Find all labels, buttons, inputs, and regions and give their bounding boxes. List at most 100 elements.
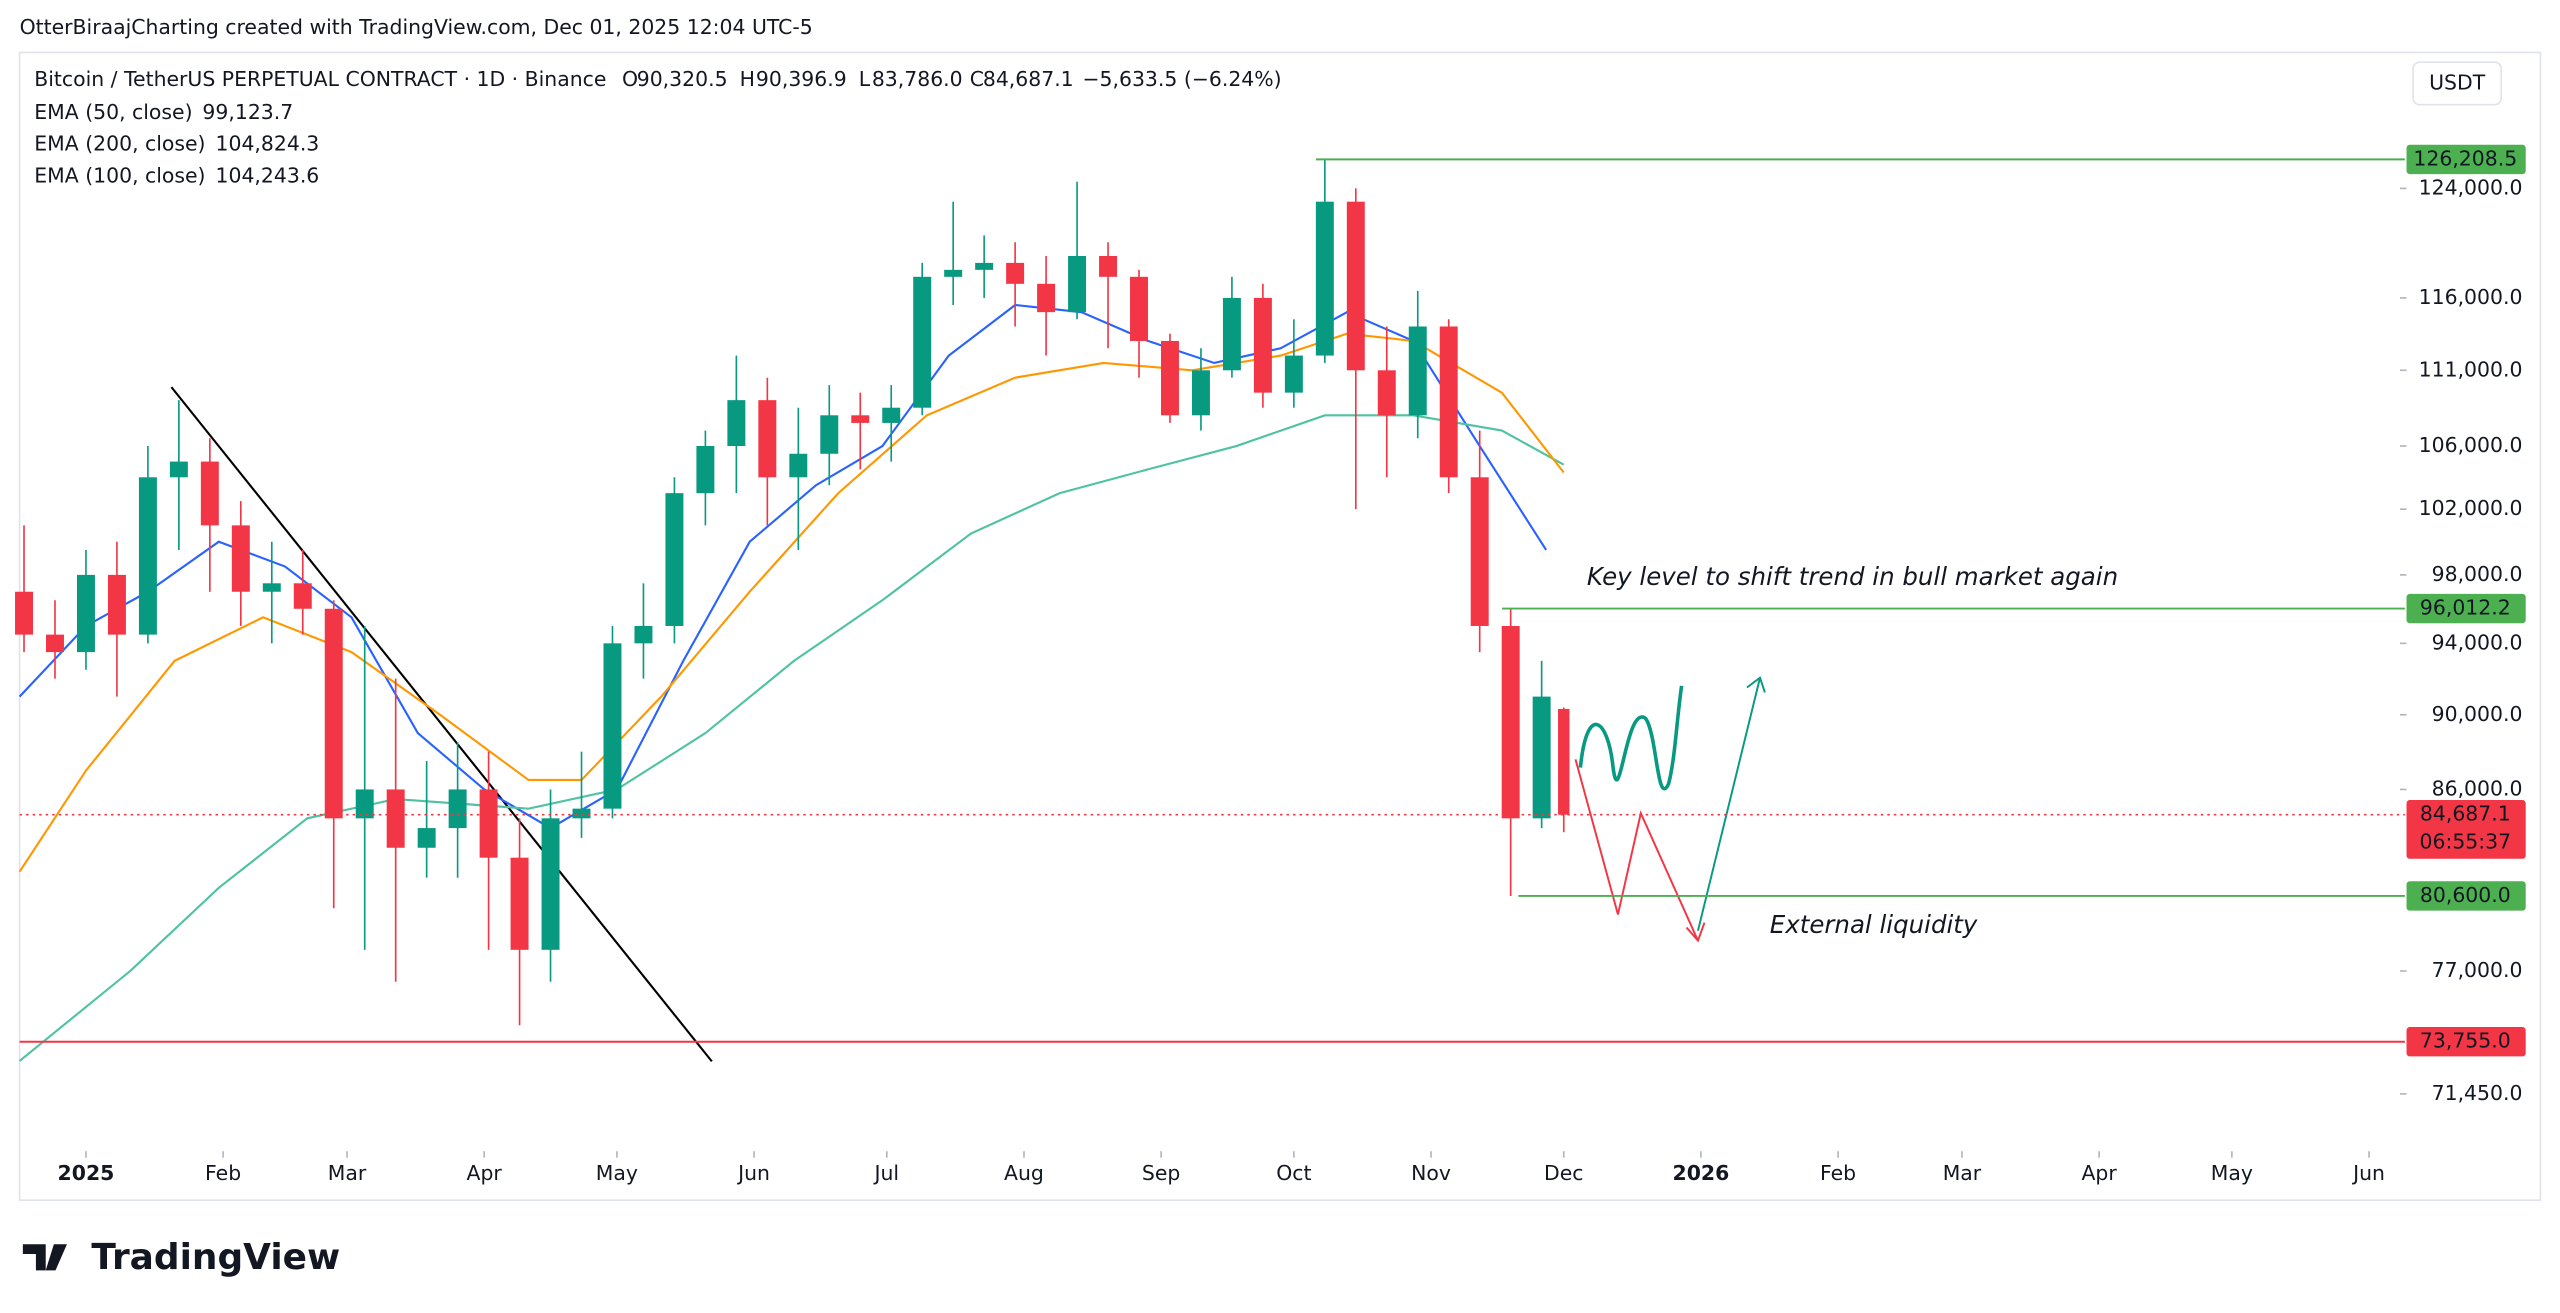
candle-body bbox=[1408, 326, 1427, 416]
candle-body bbox=[789, 453, 808, 478]
arrow-head bbox=[1685, 922, 1706, 943]
x-tick-label: Apr bbox=[2081, 1161, 2117, 1185]
candle-body bbox=[572, 808, 591, 819]
candle-body bbox=[293, 583, 312, 609]
currency: USDT bbox=[2429, 70, 2486, 94]
level-tag bbox=[2406, 1027, 2526, 1057]
y-tick-label: 94,000.0 bbox=[2432, 630, 2523, 654]
level-label: 73,755.0 bbox=[2420, 1029, 2511, 1053]
logo-mark bbox=[22, 1244, 67, 1271]
header-high: 90,396.9 bbox=[756, 67, 847, 91]
candle-body bbox=[1191, 370, 1210, 416]
candle-body bbox=[510, 857, 529, 950]
x-tick-label: 2026 bbox=[1673, 1161, 1730, 1185]
candle-body bbox=[1558, 708, 1570, 815]
x-tick-label: Jun bbox=[2351, 1161, 2385, 1185]
y-tick-label: 106,000.0 bbox=[2419, 433, 2523, 457]
annotation: Key level to shift trend in bull market … bbox=[1587, 562, 2118, 591]
candle-body bbox=[479, 789, 498, 858]
candle-body bbox=[665, 493, 684, 626]
header-h-label: H bbox=[740, 67, 755, 91]
currency-button[interactable] bbox=[2412, 61, 2503, 106]
candle-body bbox=[913, 276, 932, 408]
candle-body bbox=[76, 574, 95, 653]
candle-body bbox=[851, 415, 870, 423]
frame bbox=[18, 51, 2542, 1201]
projection-bear bbox=[1574, 759, 1699, 941]
level-tag bbox=[2406, 881, 2526, 911]
candle-body bbox=[1501, 625, 1520, 819]
candle-body bbox=[1346, 201, 1365, 371]
candle-body bbox=[696, 446, 715, 494]
legend-name: EMA (200, close) bbox=[34, 132, 205, 156]
x-tick-label: Feb bbox=[1820, 1161, 1856, 1185]
candle-body bbox=[1439, 326, 1458, 478]
header-change: −5,633.5 (−6.24%) bbox=[1082, 67, 1281, 91]
candle-body bbox=[727, 400, 746, 447]
header-c-label: C bbox=[970, 67, 984, 91]
x-tick-label: Dec bbox=[1544, 1161, 1583, 1185]
candle-body bbox=[386, 789, 405, 848]
candle-body bbox=[1160, 340, 1179, 416]
logo: TradingView bbox=[22, 1237, 340, 1278]
candle-body bbox=[541, 818, 560, 950]
x-tick-label: Nov bbox=[1411, 1161, 1451, 1185]
y-tick-label: 71,450.0 bbox=[2432, 1081, 2523, 1105]
x-tick-label: Aug bbox=[1004, 1161, 1044, 1185]
candle-body bbox=[169, 461, 188, 478]
candle-body bbox=[1099, 255, 1118, 277]
level-label: 126,208.5 bbox=[2413, 146, 2517, 170]
y-tick-label: 86,000.0 bbox=[2432, 776, 2523, 800]
legend-value: 99,123.7 bbox=[202, 100, 293, 124]
candle-body bbox=[417, 828, 436, 848]
legend-value: 104,243.6 bbox=[216, 164, 320, 188]
ema-line bbox=[18, 303, 1548, 830]
last-price-tag bbox=[2406, 800, 2526, 859]
x-tick-label: Sep bbox=[1142, 1161, 1180, 1185]
header-close: 84,687.1 bbox=[983, 67, 1074, 91]
candle-body bbox=[634, 625, 653, 644]
candle-body bbox=[1006, 262, 1025, 284]
x-tick-label: Apr bbox=[467, 1161, 503, 1185]
trendline bbox=[170, 386, 713, 1063]
candle-body bbox=[448, 789, 467, 829]
candle-body bbox=[975, 262, 994, 270]
x-tick-label: Jul bbox=[872, 1161, 899, 1185]
x-tick-label: May bbox=[2211, 1161, 2253, 1185]
candle-body bbox=[1253, 297, 1272, 393]
header-o-label: O bbox=[622, 67, 638, 91]
candle-body bbox=[603, 643, 622, 809]
candle-body bbox=[1377, 370, 1396, 416]
header-low: 83,786.0 bbox=[872, 67, 963, 91]
wave-sketch bbox=[1578, 685, 1684, 791]
legend-name: EMA (100, close) bbox=[34, 164, 205, 188]
level-label: 96,012.2 bbox=[2420, 596, 2511, 620]
last-price-label: 84,687.1 bbox=[2420, 802, 2511, 826]
level-label: 80,600.0 bbox=[2420, 883, 2511, 907]
candle-body bbox=[46, 634, 64, 653]
y-tick-label: 116,000.0 bbox=[2419, 285, 2523, 309]
candle-body bbox=[882, 407, 901, 423]
countdown: 06:55:37 bbox=[2420, 829, 2512, 853]
projection-bull bbox=[1697, 677, 1761, 932]
candle-body bbox=[1315, 201, 1334, 356]
candle-body bbox=[262, 583, 281, 592]
candle-body bbox=[820, 415, 839, 454]
candle-body bbox=[1037, 283, 1056, 313]
legend-value: 104,824.3 bbox=[216, 132, 320, 156]
annotation: External liquidity bbox=[1770, 910, 1978, 939]
candle-body bbox=[107, 574, 126, 635]
level-tag bbox=[2406, 593, 2526, 624]
y-tick-label: 98,000.0 bbox=[2432, 562, 2523, 586]
brand: TradingView bbox=[91, 1237, 340, 1278]
candle-body bbox=[1470, 477, 1489, 626]
y-tick-label: 111,000.0 bbox=[2419, 357, 2523, 381]
candle-body bbox=[758, 400, 777, 478]
candle-body bbox=[231, 525, 250, 592]
header-symbol: Bitcoin / TetherUS PERPETUAL CONTRACT · … bbox=[34, 67, 606, 91]
y-tick-label: 102,000.0 bbox=[2419, 496, 2523, 520]
arrow-head bbox=[1746, 676, 1766, 693]
candle-body bbox=[324, 608, 343, 819]
